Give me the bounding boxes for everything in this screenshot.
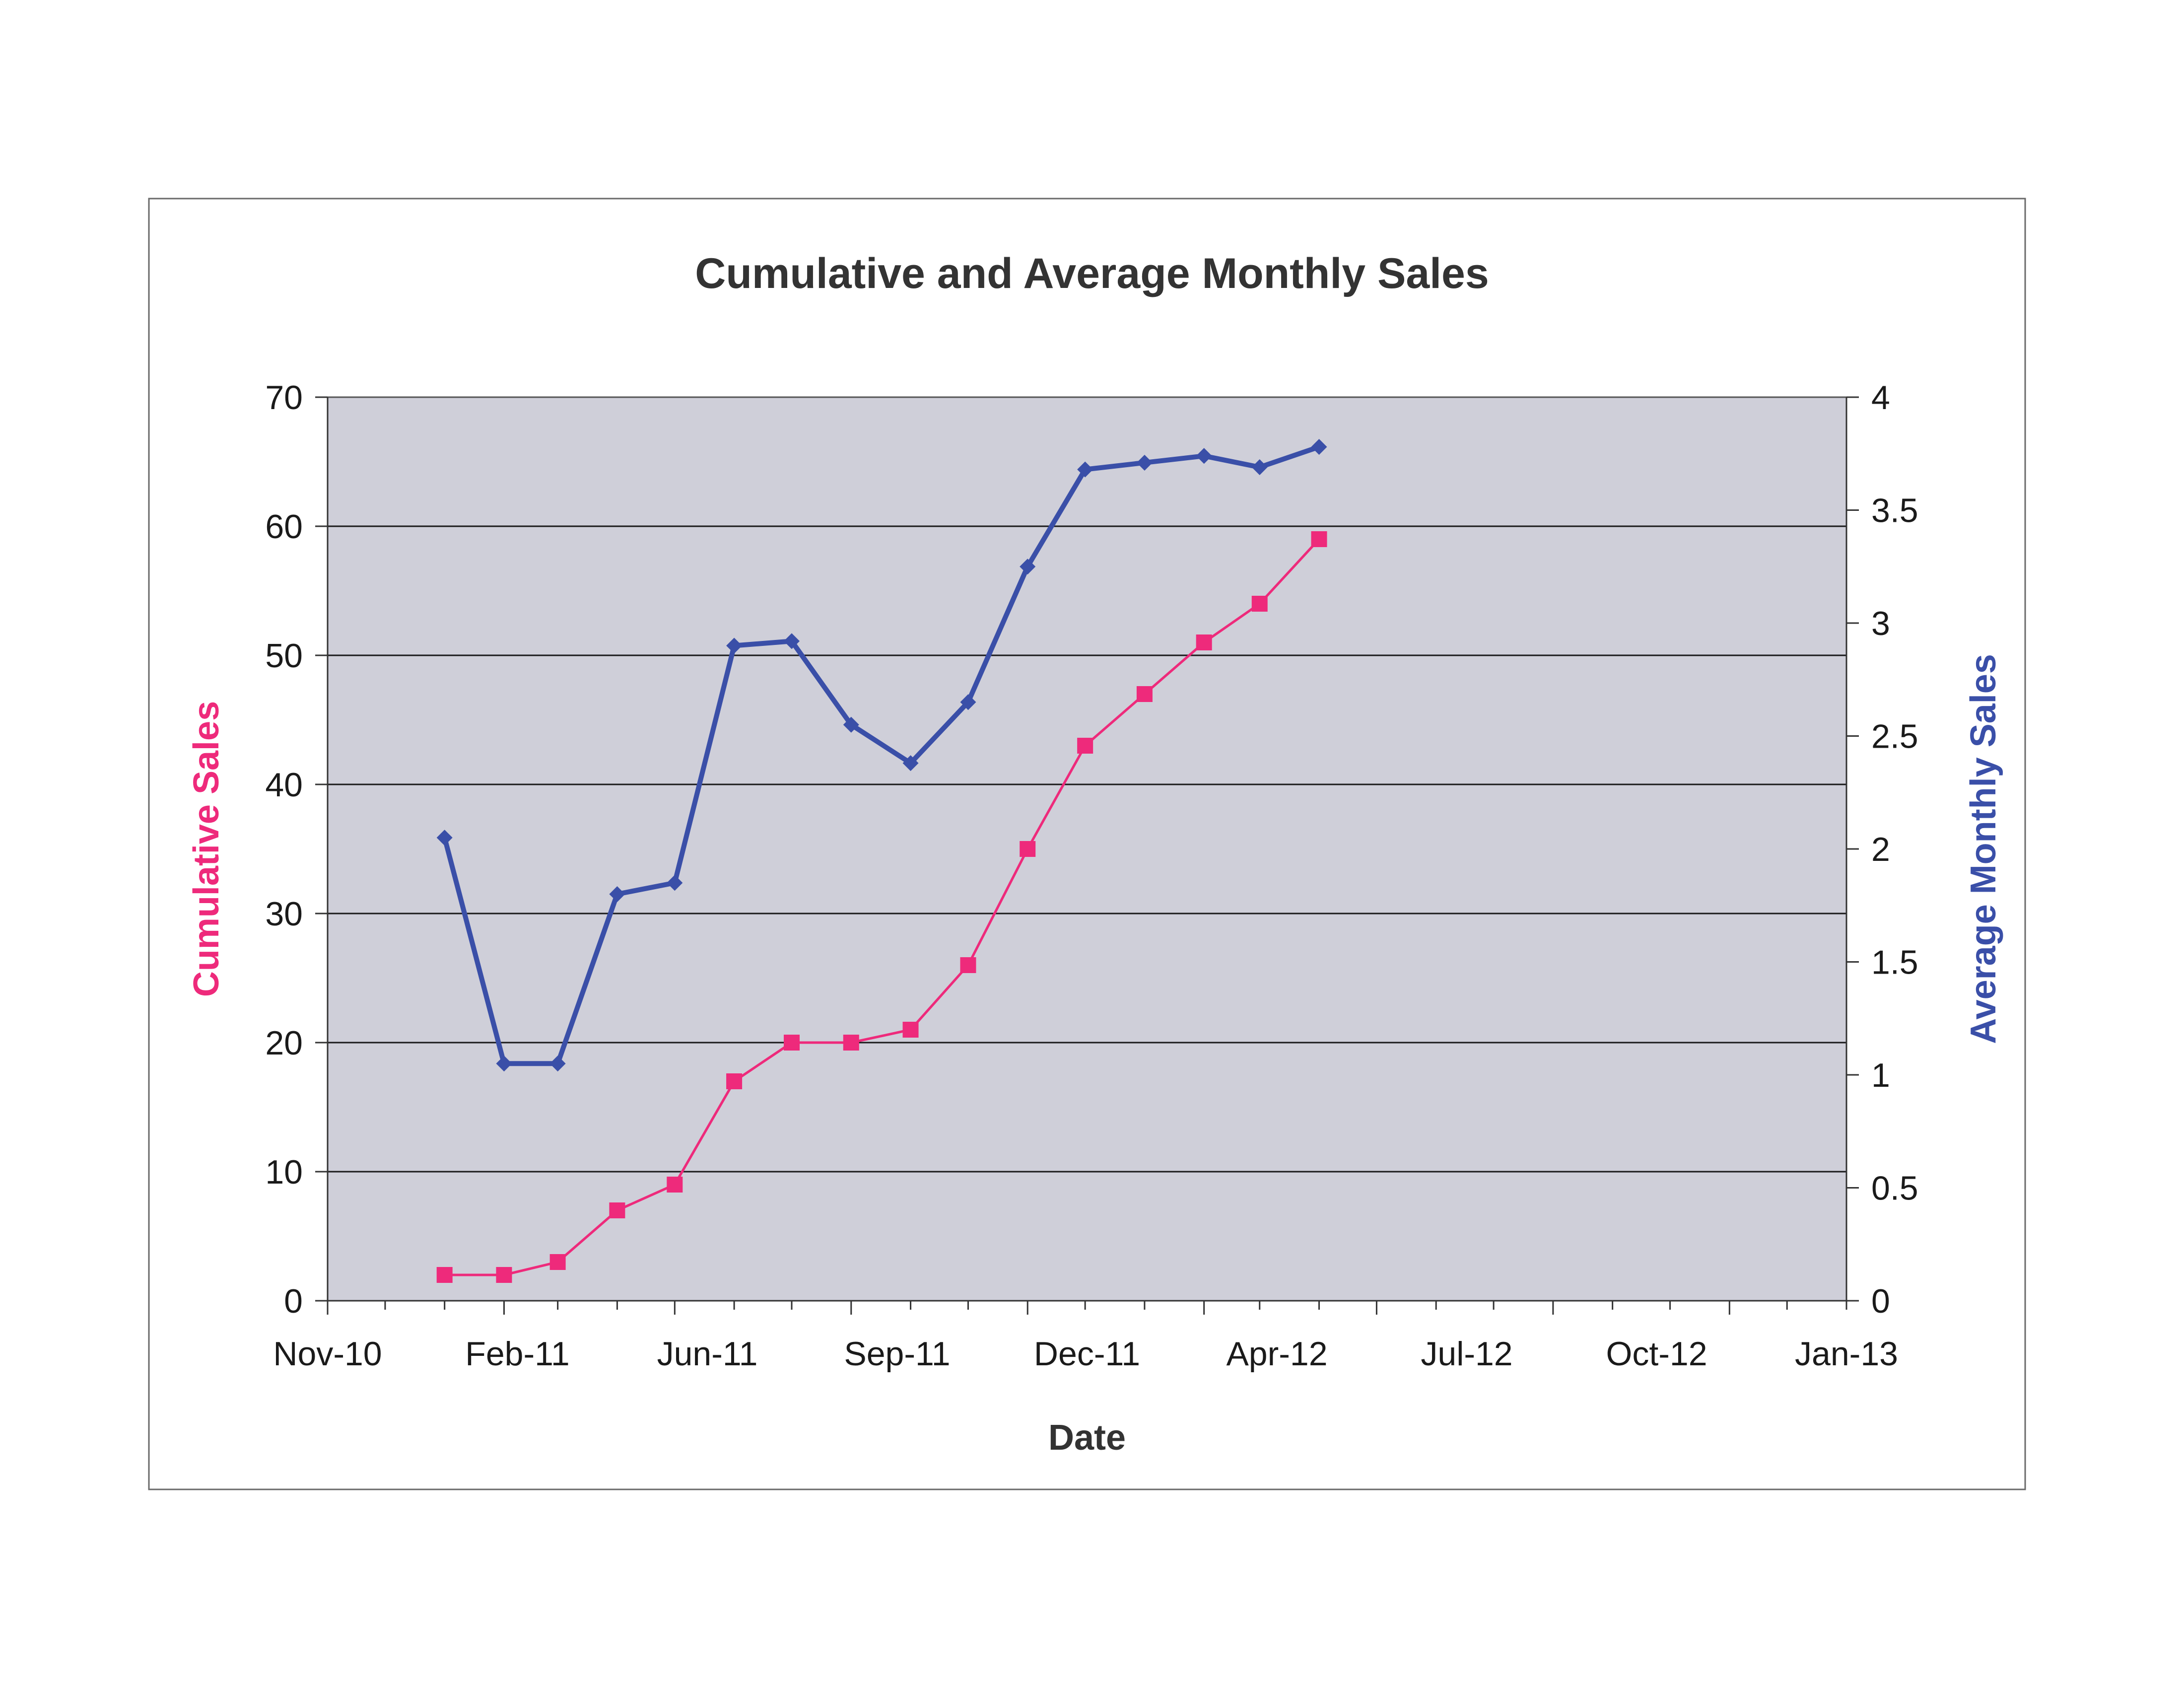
x-axis-title: Date — [1048, 1418, 1126, 1458]
cumulative-sales-point — [960, 957, 976, 973]
cumulative-sales-line — [444, 538, 1320, 1276]
cumulative-sales-point — [784, 1035, 800, 1051]
x-tick-label: Dec-11 — [1034, 1335, 1140, 1373]
cumulative-sales-point — [436, 1267, 453, 1283]
average-monthly-sales-point — [436, 830, 453, 846]
average-monthly-sales-point — [960, 694, 976, 710]
y-tick-label: 50 — [265, 637, 303, 675]
cumulative-sales-point — [496, 1267, 512, 1283]
x-tick-label: Jun-11 — [657, 1335, 758, 1373]
average-monthly-sales-point — [1196, 448, 1212, 464]
cumulative-sales-point — [1251, 596, 1268, 612]
y-tick-label: 40 — [265, 766, 303, 804]
y2-tick-label: 0.5 — [1871, 1170, 1918, 1207]
chart-title: Cumulative and Average Monthly Sales — [695, 250, 1489, 297]
cumulative-sales-point — [902, 1022, 919, 1038]
grid-lines — [328, 525, 1846, 1173]
y-tick-label: 0 — [284, 1282, 303, 1320]
y2-tick-label: 3 — [1871, 605, 1890, 642]
average-monthly-sales-point — [726, 637, 743, 654]
series-cumulative-sales — [436, 531, 1327, 1283]
average-monthly-sales-point — [784, 633, 800, 649]
average-monthly-sales-point — [1077, 461, 1093, 478]
cumulative-sales-point — [1020, 841, 1036, 857]
x-tick-label: Jan-13 — [1795, 1335, 1898, 1373]
left-axis-ticks: 0 10 20 30 40 50 60 70 — [265, 379, 328, 1320]
x-tick-label: Jul-12 — [1421, 1335, 1512, 1373]
average-monthly-sales-point — [902, 755, 919, 772]
plot-area — [327, 396, 1847, 1302]
average-monthly-sales-point — [549, 1055, 566, 1072]
y-axis-title-right: Average Monthly Sales — [1964, 654, 2003, 1044]
x-tick-label: Nov-10 — [273, 1335, 382, 1373]
right-axis-ticks: 0 0.5 1 1.5 2 2.5 3 3.5 4 — [1846, 379, 1918, 1320]
average-monthly-sales-point — [1251, 459, 1268, 476]
x-tick-label: Sep-11 — [844, 1335, 950, 1373]
cumulative-sales-point — [609, 1202, 625, 1218]
average-monthly-sales-point — [1020, 559, 1036, 575]
y2-tick-label: 2 — [1871, 831, 1890, 868]
x-axis-ticks: Nov-10 Feb-11 Jun-11 Sep-11 Dec-11 Apr-12 Jul-… — [273, 1301, 1898, 1373]
cumulative-sales-point — [1136, 686, 1153, 702]
average-monthly-sales-line — [442, 444, 1320, 1066]
x-tick-label: Feb-11 — [465, 1335, 569, 1373]
x-tick-label: Oct-12 — [1606, 1335, 1707, 1373]
average-monthly-sales-point — [843, 716, 859, 733]
y2-tick-label: 1 — [1871, 1056, 1890, 1094]
average-monthly-sales-point — [496, 1055, 512, 1072]
y-tick-label: 60 — [265, 508, 303, 546]
y2-tick-label: 3.5 — [1871, 492, 1918, 530]
average-monthly-sales-point — [609, 886, 625, 902]
cumulative-sales-point — [1077, 738, 1093, 754]
y2-tick-label: 0 — [1871, 1282, 1890, 1320]
y-tick-label: 10 — [265, 1153, 303, 1191]
y-tick-label: 20 — [265, 1024, 303, 1062]
y-tick-label: 30 — [265, 895, 303, 933]
y2-tick-label: 1.5 — [1871, 944, 1918, 982]
cumulative-sales-point — [1196, 634, 1212, 650]
series-average-monthly-sales — [436, 439, 1327, 1072]
cumulative-sales-point — [843, 1035, 859, 1051]
average-monthly-sales-point — [1136, 454, 1153, 471]
average-monthly-sales-point — [667, 875, 683, 891]
cumulative-sales-point — [549, 1254, 566, 1270]
y-axis-title-left: Cumulative Sales — [187, 701, 226, 997]
cumulative-sales-point — [667, 1177, 683, 1193]
y2-tick-label: 2.5 — [1871, 718, 1918, 756]
y2-tick-label: 4 — [1871, 379, 1890, 417]
x-tick-label: Apr-12 — [1226, 1335, 1327, 1373]
cumulative-sales-point — [726, 1073, 743, 1089]
cumulative-sales-point — [1311, 531, 1327, 547]
average-monthly-sales-point — [1311, 439, 1327, 455]
y-tick-label: 70 — [265, 379, 303, 417]
